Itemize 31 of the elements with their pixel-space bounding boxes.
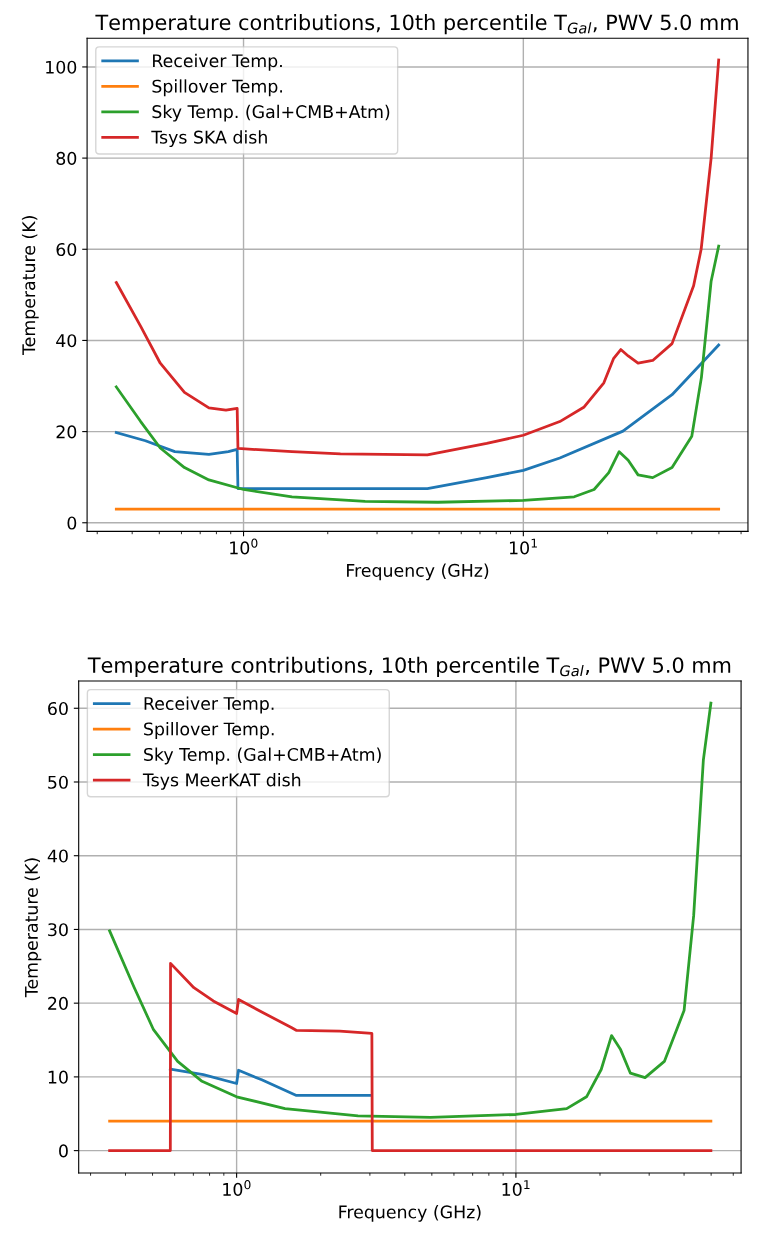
legend-label: Spillover Temp. [144,722,274,739]
x-tick-label: 10$^{0}$ [230,538,258,555]
y-axis-title: Temperature (K) [21,216,39,356]
legend-label: Receiver Temp. [153,53,282,71]
legend-label: Sky Temp. (Gal+CMB+Atm) [152,104,390,122]
x-tick-label: 10$^{0}$ [223,1180,251,1196]
y-tick-label: 40 [56,334,77,348]
legend-label: Receiver Temp. [144,696,274,714]
legend-label: Tsys MeerKAT dish [142,773,301,790]
y-tick-label: 20 [56,425,77,439]
x-tick-label: 10$^{1}$ [502,1180,530,1196]
y-tick-label: 0 [59,1144,68,1158]
y-tick-label: 50 [48,775,68,789]
y-tick-label: 40 [47,849,68,863]
x-axis-title: Frequency (GHz) [347,563,489,581]
legend-label: Spillover Temp. [152,79,282,97]
x-axis-title: Frequency (GHz) [339,1205,481,1222]
chart-title: Temperature contributions, 10th percentile T$_{Gal}$, PWV 5.0 mm [87,656,731,677]
y-tick-label: 100 [46,60,77,74]
chart-title: Temperature contributions, 10th percentile T$_{Gal}$, PWV 5.0 mm [95,14,738,35]
y-tick-label: 10 [48,1070,68,1084]
x-tick-label: 10$^{1}$ [509,538,537,555]
y-tick-label: 80 [56,151,77,165]
y-tick-label: 60 [48,701,68,716]
y-tick-label: 20 [48,996,68,1011]
legend-label: Sky Temp. (Gal+CMB+Atm) [144,747,381,765]
y-tick-label: 30 [48,923,68,937]
y-axis-title: Temperature (K) [24,858,42,998]
y-tick-label: 60 [56,242,77,257]
y-tick-label: 0 [67,516,77,530]
legend-label: Tsys SKA dish [151,130,267,148]
